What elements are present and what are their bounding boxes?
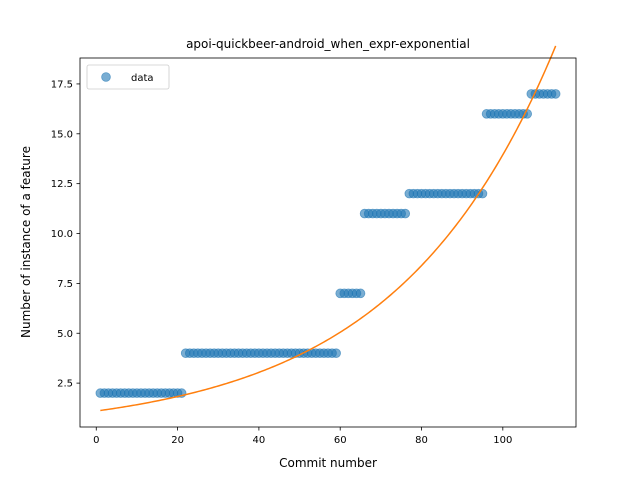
y-tick-label: 10.0 (51, 229, 73, 240)
legend-marker (101, 72, 111, 82)
y-tick-label: 5.0 (57, 329, 73, 340)
legend-label: data (131, 73, 154, 84)
x-tick-label: 100 (493, 435, 512, 446)
x-tick-label: 40 (253, 435, 266, 446)
data-point (355, 288, 366, 299)
axes-frame (79, 57, 577, 428)
y-tick-label: 12.5 (51, 179, 73, 190)
data-point (550, 89, 561, 99)
chart-title: apoi-quickbeer-android_when_expr-exponen… (186, 37, 470, 51)
x-tick-label: 0 (93, 435, 99, 446)
x-tick-label: 80 (415, 435, 428, 446)
plot-area (95, 45, 561, 412)
x-axis-label: Commit number (279, 456, 377, 470)
y-tick-label: 17.5 (51, 79, 73, 90)
x-tick-label: 20 (171, 435, 184, 446)
x-tick-label: 60 (334, 435, 347, 446)
y-axis-label: Number of instance of a feature (19, 146, 33, 338)
axes: 0 20 40 60 80 100 2.5 5.0 7.5 10.0 12.5 15.0 17.5 (51, 57, 577, 446)
legend-box (86, 64, 170, 90)
y-tick-label: 7.5 (57, 279, 73, 290)
y-tick-label: 2.5 (57, 379, 73, 390)
legend: data (86, 64, 170, 90)
fit-line (100, 45, 557, 412)
data-point (400, 208, 411, 219)
y-tick-label: 15.0 (51, 129, 73, 140)
data-point (331, 348, 341, 359)
